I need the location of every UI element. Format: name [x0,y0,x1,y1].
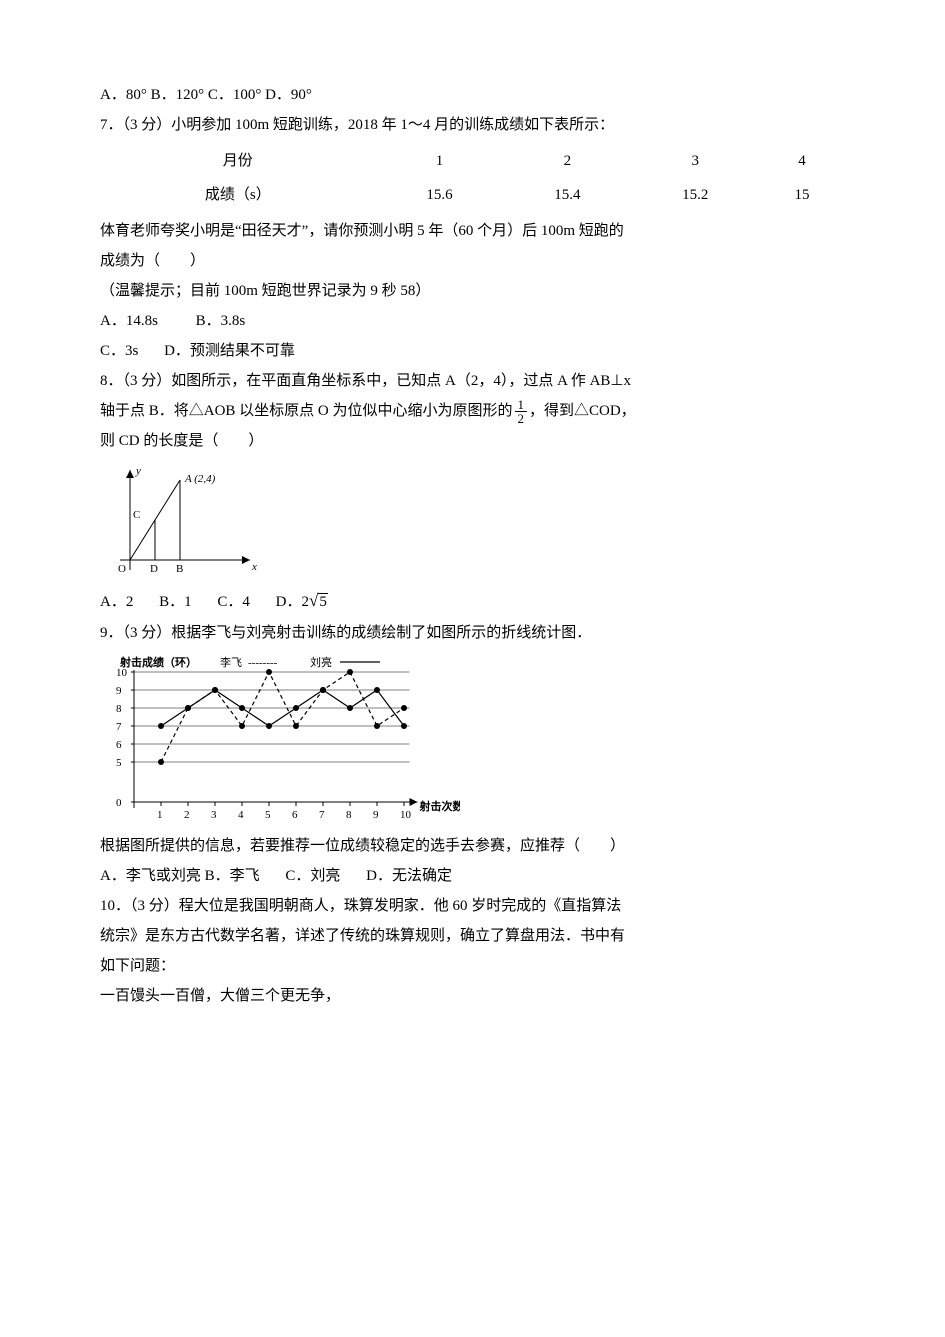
cell: 15.2 [631,178,759,212]
svg-text:4: 4 [238,809,244,821]
q7-hint: （温馨提示；目前 100m 短跑世界记录为 9 秒 58） [100,276,845,306]
q8-line3: 则 CD 的长度是（ ） [100,426,845,456]
q7-stem: 7．（3 分）小明参加 100m 短跑训练，2018 年 1～4 月的训练成绩如… [100,110,845,140]
q7-options-line2: C．3s D．预测结果不可靠 [100,336,845,366]
q8-line2: 轴于点 B．将△AOB 以坐标原点 O 为位似中心缩小为原图形的12，得到△CO… [100,396,845,426]
row-label: 月份 [100,144,376,178]
q7-optB: B．3.8s [196,313,246,329]
svg-text:10: 10 [116,667,128,679]
svg-text:0: 0 [116,797,122,809]
q9-optD: D．无法确定 [366,868,452,884]
q9-line2: 根据图所提供的信息，若要推荐一位成绩较稳定的选手去参赛，应推荐（ ） [100,831,845,861]
q8-optA: A．2 [100,594,133,610]
label-O: O [118,563,126,575]
svg-text:5: 5 [116,757,122,769]
cell: 15 [759,178,845,212]
svg-text:8: 8 [346,809,352,821]
cell: 15.4 [503,178,631,212]
q8-figure: O D B C A (2,4) x y [100,460,270,580]
axis-y-label: y [135,465,141,477]
q8-options: A．2 B．1 C．4 D．2√5 [100,584,845,618]
q7-line3: 成绩为（ ） [100,246,845,276]
q10-line3: 如下问题： [100,951,845,981]
table-row: 成绩（s） 15.6 15.4 15.2 15 [100,178,845,212]
label-D: D [150,563,158,575]
svg-text:刘亮: 刘亮 [310,655,332,669]
q7-options-line1: A．14.8s B．3.8s [100,306,845,336]
q9-optB: B．李飞 [205,868,260,884]
q10-line2: 统宗》是东方古代数学名著，详述了传统的珠算规则，确立了算盘用法．书中有 [100,921,845,951]
q7-optC: C．3s [100,343,138,359]
svg-text:3: 3 [211,809,217,821]
cell: 2 [503,144,631,178]
svg-text:5: 5 [265,809,271,821]
svg-text:10: 10 [400,809,412,821]
svg-text:射击成绩（环）: 射击成绩（环） [119,655,197,669]
cell: 4 [759,144,845,178]
q10-line1: 10．（3 分）程大位是我国明朝商人，珠算发明家．他 60 岁时完成的《直指算法 [100,891,845,921]
label-C: C [133,509,140,521]
fraction-one-half: 12 [515,398,528,425]
q7-table: 月份 1 2 3 4 成绩（s） 15.6 15.4 15.2 15 [100,144,845,212]
q8-optB: B．1 [159,594,192,610]
q9-stem: 9．（3 分）根据李飞与刘亮射击训练的成绩绘制了如图所示的折线统计图． [100,618,845,648]
q9-optA: A．李飞或刘亮 [100,868,201,884]
q8-line2b: ，得到△COD， [529,403,636,419]
q9-optC: C．刘亮 [285,868,340,884]
svg-text:2: 2 [184,809,190,821]
svg-text:射击次数: 射击次数 [419,799,461,813]
q7-optD: D．预测结果不可靠 [164,343,295,359]
table-row: 月份 1 2 3 4 [100,144,845,178]
q7-line2: 体育老师夸奖小明是“田径天才”，请你预测小明 5 年（60 个月）后 100m … [100,216,845,246]
q9-chart: 射击成绩（环） 李飞 -------- 刘亮 0 5 6 7 8 9 10 1 2 3 4 5 6 7 8 9 10 射击… [100,652,460,827]
q10-line4: 一百馒头一百僧，大僧三个更无争， [100,981,845,1011]
cell: 15.6 [376,178,504,212]
label-A: A (2,4) [184,473,216,485]
q7-optA: A．14.8s [100,313,158,329]
label-B: B [176,563,183,575]
svg-text:--------: -------- [248,657,278,669]
q8-optD: D．2√5 [276,594,328,610]
svg-text:8: 8 [116,703,122,715]
axis-x-label: x [251,561,257,573]
q8-line1: 8．（3 分）如图所示，在平面直角坐标系中，已知点 A（2，4），过点 A 作 … [100,366,845,396]
row-label: 成绩（s） [100,178,376,212]
svg-text:9: 9 [373,809,379,821]
svg-text:6: 6 [292,809,298,821]
svg-text:9: 9 [116,685,122,697]
svg-text:1: 1 [157,809,163,821]
cell: 1 [376,144,504,178]
q6-options: A．80° B．120° C．100° D．90° [100,80,845,110]
cell: 3 [631,144,759,178]
svg-text:6: 6 [116,739,122,751]
q8-line2a: 轴于点 B．将△AOB 以坐标原点 O 为位似中心缩小为原图形的 [100,403,513,419]
svg-text:李飞: 李飞 [220,655,242,669]
q9-options: A．李飞或刘亮 B．李飞 C．刘亮 D．无法确定 [100,861,845,891]
q8-optC: C．4 [217,594,250,610]
svg-text:7: 7 [319,809,325,821]
svg-text:7: 7 [116,721,122,733]
